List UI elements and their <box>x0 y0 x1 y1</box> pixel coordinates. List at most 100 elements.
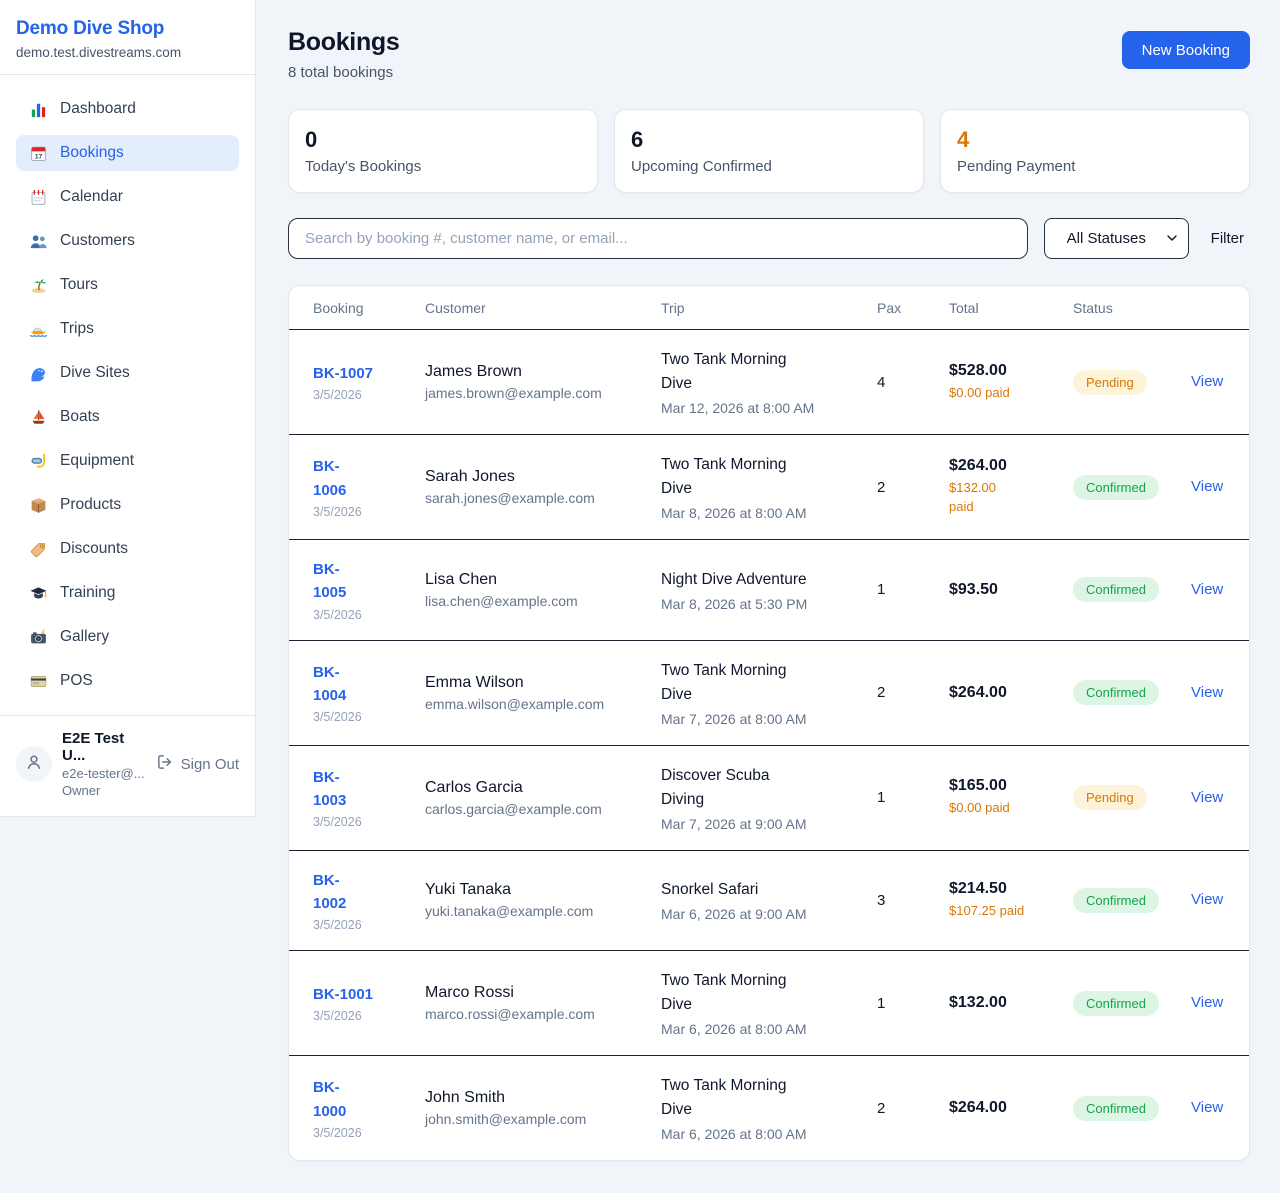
view-booking-link[interactable]: View <box>1191 994 1224 1012</box>
booking-number-link[interactable]: BK- 1004 <box>313 663 347 705</box>
column-header-trip: Trip <box>661 299 685 316</box>
sidebar-item-label: Training <box>60 584 116 601</box>
trip-name: Discover Scuba Diving <box>661 766 770 808</box>
camera-icon <box>28 627 48 647</box>
stat-card: 0 Today's Bookings <box>288 109 598 193</box>
user-section: E2E Test U... e2e-tester@... Owner Sign … <box>0 715 255 816</box>
sidebar-header: Demo Dive Shop demo.test.divestreams.com <box>0 0 255 75</box>
sidebar-item-label: Trips <box>60 320 94 337</box>
table-row: BK- 1004 3/5/2026 Emma Wilson emma.wilso… <box>289 639 1249 745</box>
trip-datetime: Mar 6, 2026 at 9:00 AM <box>661 906 807 923</box>
booking-date: 3/5/2026 <box>313 918 362 933</box>
credit-card-icon <box>28 671 48 691</box>
sidebar-item-dive-sites[interactable]: Dive Sites <box>16 355 239 391</box>
graduation-cap-icon <box>28 583 48 603</box>
trip-datetime: Mar 6, 2026 at 8:00 AM <box>661 1021 807 1038</box>
sidebar-item-products[interactable]: Products <box>16 487 239 523</box>
avatar <box>16 746 52 782</box>
booking-number-link[interactable]: BK-1001 <box>313 986 374 1004</box>
sidebar-item-boats[interactable]: Boats <box>16 399 239 435</box>
sidebar-item-training[interactable]: Training <box>16 575 239 611</box>
paid-amount: $132.00 paid <box>949 480 996 515</box>
sidebar-item-dashboard[interactable]: Dashboard <box>16 91 239 127</box>
booking-number-link[interactable]: BK- 1003 <box>313 768 347 810</box>
sidebar-item-trips[interactable]: Trips <box>16 311 239 347</box>
customer-name: James Brown <box>425 363 522 381</box>
total-amount: $264.00 <box>949 457 1007 475</box>
stat-label: Upcoming Confirmed <box>631 158 772 175</box>
sidebar-item-tours[interactable]: Tours <box>16 267 239 303</box>
paid-amount: $0.00 paid <box>949 384 1010 400</box>
sidebar-item-equipment[interactable]: Equipment <box>16 443 239 479</box>
status-badge: Confirmed <box>1073 990 1159 1016</box>
booking-number-link[interactable]: BK- 1002 <box>313 871 347 912</box>
search-input[interactable] <box>288 218 1028 259</box>
sidebar-item-bookings[interactable]: 17 Bookings <box>16 135 239 171</box>
status-badge: Pending <box>1073 785 1147 811</box>
sidebar-item-discounts[interactable]: Discounts <box>16 531 239 567</box>
status-select-wrap: All Statuses <box>1043 218 1189 259</box>
sidebar-item-gallery[interactable]: Gallery <box>16 619 239 655</box>
view-booking-link[interactable]: View <box>1191 683 1224 701</box>
booking-number-link[interactable]: BK-1007 <box>313 364 374 382</box>
diving-mask-icon <box>28 451 48 471</box>
trip-datetime: Mar 8, 2026 at 5:30 PM <box>661 595 808 612</box>
sidebar-item-pos[interactable]: POS <box>16 663 239 699</box>
sidebar-item-label: Dive Sites <box>60 364 130 381</box>
shop-name-link[interactable]: Demo Dive Shop <box>16 18 165 39</box>
trip-name: Snorkel Safari <box>661 881 759 899</box>
user-role: Owner <box>62 783 101 798</box>
view-booking-link[interactable]: View <box>1191 373 1224 391</box>
user-info: E2E Test U... e2e-tester@... Owner <box>62 730 146 798</box>
table-row: BK- 1005 3/5/2026 Lisa Chen lisa.chen@ex… <box>289 539 1249 640</box>
customer-email: lisa.chen@example.com <box>425 592 578 609</box>
pax-count: 1 <box>877 994 886 1012</box>
column-header-booking: Booking <box>313 299 364 316</box>
trip-datetime: Mar 12, 2026 at 8:00 AM <box>661 400 815 417</box>
sidebar-nav: Dashboard 17 Bookings Calendar Customers… <box>0 75 255 715</box>
sidebar-item-label: Dashboard <box>60 100 136 117</box>
booking-date: 3/5/2026 <box>313 1125 362 1140</box>
logout-icon <box>156 753 174 775</box>
table-header: Booking Customer Trip Pax Total Status <box>289 286 1249 329</box>
view-booking-link[interactable]: View <box>1191 580 1224 598</box>
customer-email: james.brown@example.com <box>425 385 602 402</box>
pax-count: 2 <box>877 684 886 702</box>
total-amount: $264.00 <box>949 683 1007 701</box>
booking-number-link[interactable]: BK- 1005 <box>313 561 347 602</box>
speedboat-icon <box>28 319 48 339</box>
booking-number-link[interactable]: BK- 1000 <box>313 1079 347 1120</box>
sidebar-item-customers[interactable]: Customers <box>16 223 239 259</box>
pax-count: 2 <box>877 478 886 496</box>
sign-out-button[interactable]: Sign Out <box>156 753 239 775</box>
total-amount: $93.50 <box>949 580 998 598</box>
view-booking-link[interactable]: View <box>1191 788 1224 806</box>
customer-email: carlos.garcia@example.com <box>425 800 602 817</box>
column-header-status: Status <box>1073 299 1113 316</box>
customer-email: emma.wilson@example.com <box>425 695 605 712</box>
trip-name: Two Tank Morning Dive <box>661 456 787 498</box>
booking-date: 3/5/2026 <box>313 607 362 622</box>
users-icon <box>28 231 48 251</box>
paid-amount: $0.00 paid <box>949 800 1010 816</box>
view-booking-link[interactable]: View <box>1191 478 1224 496</box>
view-booking-link[interactable]: View <box>1191 1099 1224 1117</box>
customer-email: john.smith@example.com <box>425 1111 587 1128</box>
trip-name: Two Tank Morning Dive <box>661 351 787 393</box>
sidebar-item-label: POS <box>60 672 93 689</box>
label-tag-icon <box>28 539 48 559</box>
stat-value: 0 <box>305 127 318 152</box>
column-header-total: Total <box>949 299 979 316</box>
status-select[interactable]: All Statuses <box>1043 218 1189 259</box>
booking-date: 3/5/2026 <box>313 504 362 519</box>
filter-button[interactable]: Filter <box>1205 230 1250 247</box>
table-row: BK- 1002 3/5/2026 Yuki Tanaka yuki.tanak… <box>289 849 1249 951</box>
sidebar-item-calendar[interactable]: Calendar <box>16 179 239 215</box>
table-row: BK- 1000 3/5/2026 John Smith john.smith@… <box>289 1055 1249 1160</box>
view-booking-link[interactable]: View <box>1191 891 1224 909</box>
total-amount: $264.00 <box>949 1099 1007 1117</box>
booking-number-link[interactable]: BK- 1006 <box>313 458 347 499</box>
new-booking-button[interactable]: New Booking <box>1121 31 1250 69</box>
paid-amount: $107.25 paid <box>949 902 1025 918</box>
bar-chart-icon <box>28 99 48 119</box>
